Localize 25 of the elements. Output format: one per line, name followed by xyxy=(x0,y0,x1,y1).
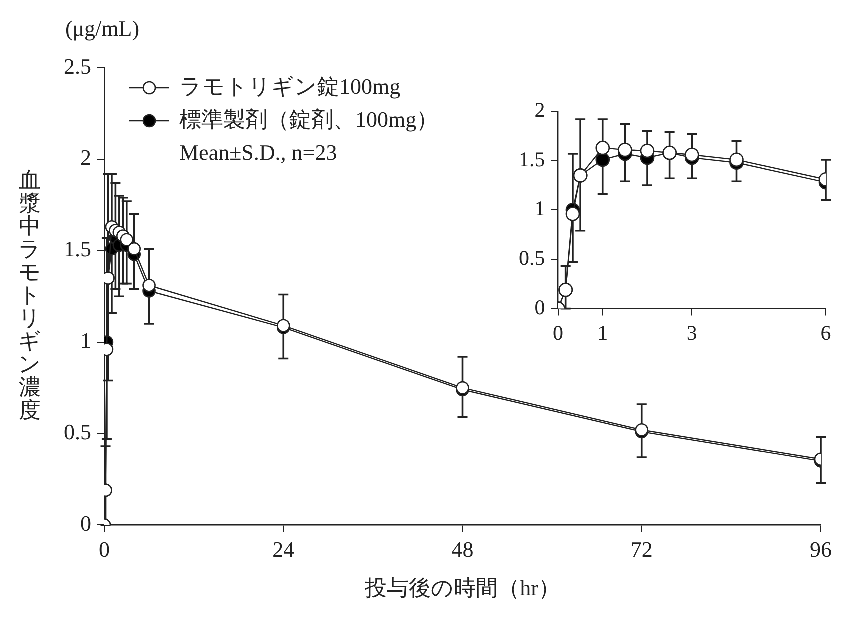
y-tick-label: 0 xyxy=(80,510,92,536)
x-tick-label: 24 xyxy=(272,537,295,562)
text: (μg/mL) xyxy=(65,16,140,41)
x-tick-label: 96 xyxy=(810,537,832,562)
y-tick-label: 0.5 xyxy=(519,246,546,270)
legend-label: 標準製剤（錠剤、100mg） xyxy=(180,106,439,132)
legend-label: ラモトリギン錠100mg xyxy=(180,74,401,99)
y-tick-label: 2.5 xyxy=(64,54,92,79)
y-tick-label: 0 xyxy=(534,295,546,320)
y-tick-label: 1 xyxy=(534,196,546,221)
y-tick-label: 1.5 xyxy=(64,236,92,262)
y-tick-label: 1.5 xyxy=(519,147,546,172)
y-tick-label: 2 xyxy=(534,98,546,122)
x-tick-label: 48 xyxy=(452,537,474,562)
y-tick-label: 2 xyxy=(80,145,92,170)
annotation: Mean±S.D., n=23 xyxy=(180,140,338,165)
x-tick-label: 1 xyxy=(598,320,608,345)
x-tick-label: 72 xyxy=(630,537,653,562)
x-axis-title: 投与後の時間（hr） xyxy=(364,576,560,601)
x-tick-label: 0 xyxy=(553,320,564,345)
y-tick-label: 0.5 xyxy=(64,420,92,445)
x-tick-label: 3 xyxy=(686,320,698,345)
x-tick-label: 0 xyxy=(99,537,110,562)
x-tick-label: 6 xyxy=(820,320,832,345)
text: 血漿中ラモトリギン濃度 xyxy=(18,167,42,422)
